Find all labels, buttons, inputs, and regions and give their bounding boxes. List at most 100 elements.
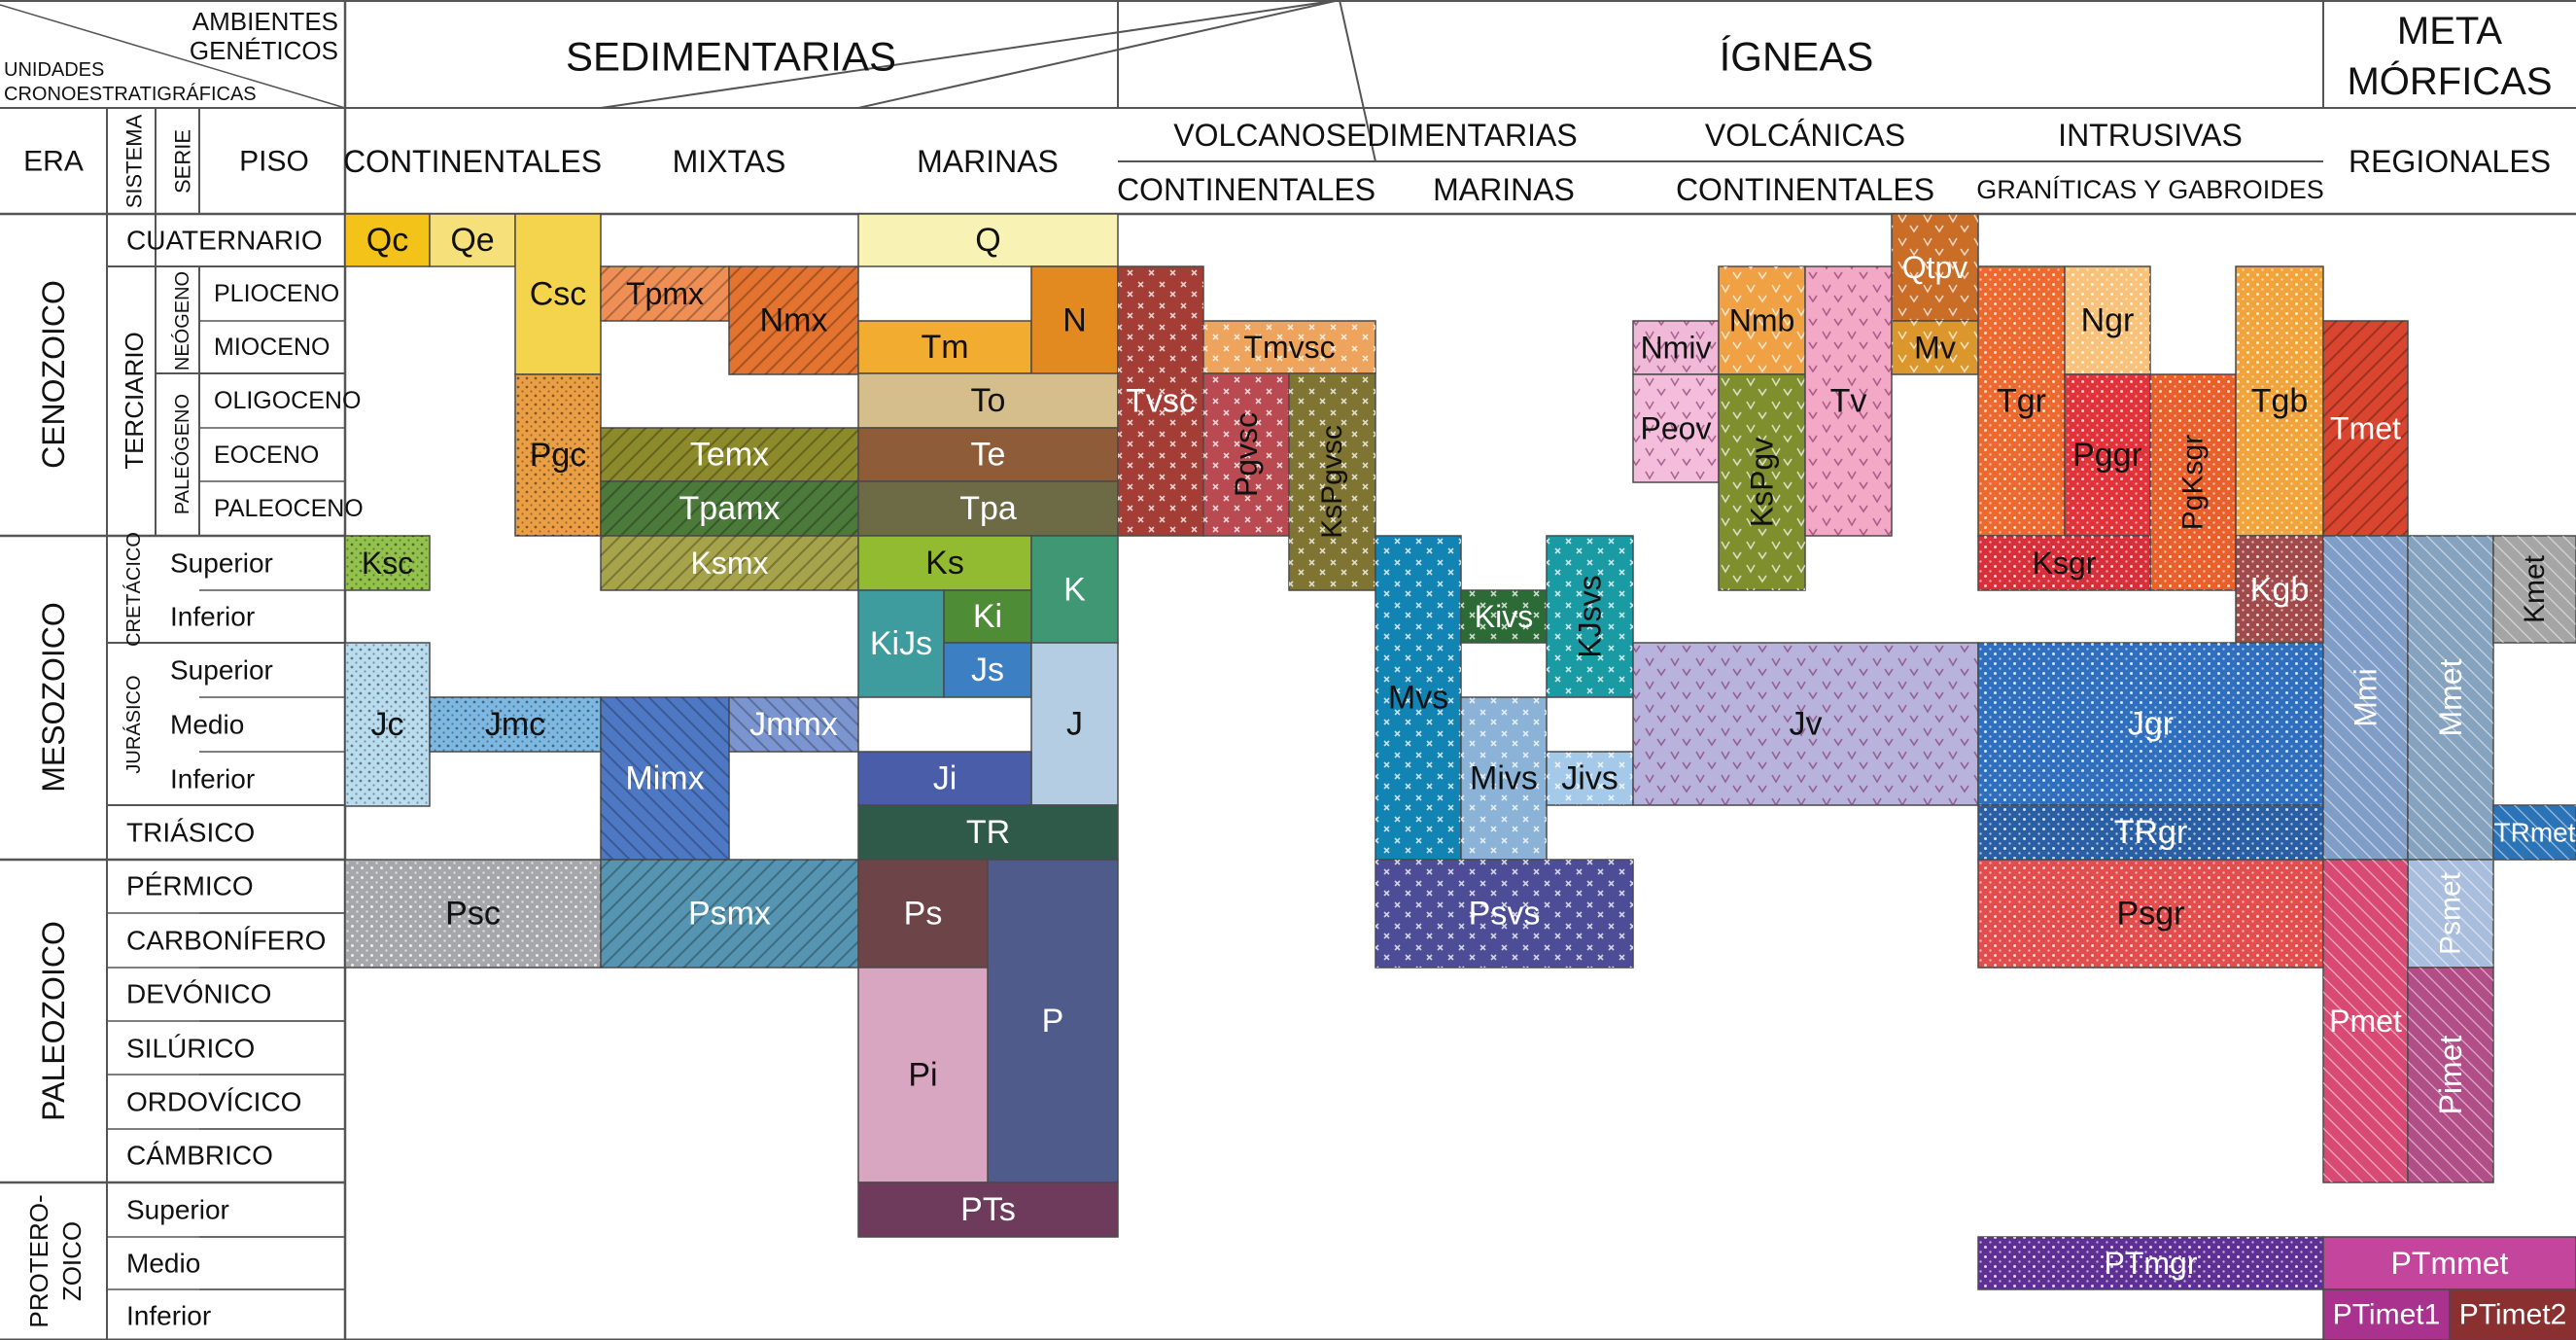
unit-mmi: Mmi xyxy=(2322,535,2409,861)
unit-kjsvs: KJsvs xyxy=(1546,535,1634,698)
unit-label: PTmmet xyxy=(2391,1246,2509,1281)
unit-pattern xyxy=(1547,752,1633,805)
unit-pattern xyxy=(1978,536,2150,590)
unit-pattern xyxy=(1375,860,1633,968)
unit-pattern xyxy=(2065,266,2150,374)
unit-label: Tmet xyxy=(2330,411,2401,446)
unit-tr: TR xyxy=(857,804,1119,861)
unit-label: Qc xyxy=(366,222,408,259)
unit-label: Temx xyxy=(690,437,769,474)
unit-peov: Peov xyxy=(1632,373,1720,483)
unit-label: Ksc xyxy=(362,546,413,581)
unit-tvsc: Tvsc xyxy=(1117,265,1204,537)
stage-label: Medio xyxy=(170,710,244,740)
unit-fill xyxy=(987,859,1119,1183)
stage-label: PLIOCENO xyxy=(214,280,339,307)
unit-label: Qe xyxy=(450,222,494,259)
stage-label: SILÚRICO xyxy=(126,1034,255,1064)
unit-mivs: Mivs xyxy=(1460,696,1548,861)
stage-label: PALEOCENO xyxy=(214,495,364,522)
serie-column-header: SERIE xyxy=(171,129,195,194)
unit-pattern xyxy=(601,536,858,590)
2 xyxy=(600,0,1340,109)
unit-tgb: Tgb xyxy=(2235,265,2324,537)
unit-jc: Jc xyxy=(344,642,431,807)
unit-pattern xyxy=(2493,805,2576,860)
unit-pattern xyxy=(1633,374,1719,482)
system-terciario: TERCIARIO xyxy=(120,332,149,470)
subgroup-vs-continentales: CONTINENTALES xyxy=(1117,172,1375,207)
unit-label: P xyxy=(1042,1003,1064,1040)
unit-label: Jivs xyxy=(1561,760,1619,797)
unit-psmet: Psmet xyxy=(2407,859,2494,969)
subgroup-vs-marinas: MARINAS xyxy=(1433,172,1575,207)
unit-label: Pmet xyxy=(2329,1004,2402,1039)
stage-label: Inferior xyxy=(126,1301,211,1331)
subgroup-continentales: CONTINENTALES xyxy=(343,144,602,179)
unit-psmx: Psmx xyxy=(600,859,859,969)
piso-column-header: PISO xyxy=(239,146,309,178)
unit-label: Tmvsc xyxy=(1243,330,1335,365)
unit-label: Nmx xyxy=(760,302,828,339)
unit-qe: Qe xyxy=(429,213,516,267)
unit-j: J xyxy=(1030,642,1119,806)
unit-nmiv: Nmiv xyxy=(1632,320,1720,375)
unit-fill xyxy=(857,859,989,969)
unit-label: PTimet2 xyxy=(2459,1299,2567,1331)
unit-pattern xyxy=(2408,860,2493,968)
stage-label: Inferior xyxy=(170,764,255,794)
unit-pimet: Pimet xyxy=(2407,967,2494,1183)
unit-label: TRgr xyxy=(2114,814,2188,851)
unit-label: Mmet xyxy=(2433,658,2468,736)
unit-pattern xyxy=(729,697,858,752)
unit-label: Jmc xyxy=(485,706,545,743)
unit-label: K xyxy=(1063,572,1086,609)
unit-nmx: Nmx xyxy=(728,265,859,375)
unit-pattern xyxy=(1547,536,1633,697)
unit-pattern xyxy=(1633,321,1719,374)
unit-tpa: Tpa xyxy=(857,480,1119,537)
unit-pattern xyxy=(1805,266,1892,536)
unit-mvs: Mvs xyxy=(1375,535,1462,861)
unit-label: Tm xyxy=(921,329,968,366)
unit-fill xyxy=(857,804,1119,861)
unit-kmet: Kmet xyxy=(2492,535,2576,644)
unit-label: Pgc xyxy=(530,437,587,474)
unit-trmet: TRmet xyxy=(2492,804,2576,861)
serie-paleogeno: PALEÓGENO xyxy=(171,394,193,514)
unit-psc: Psc xyxy=(344,859,602,969)
unit-fill xyxy=(857,213,1119,267)
corner-diagonal xyxy=(0,4,346,109)
unit-fill xyxy=(344,213,431,267)
unit-n: N xyxy=(1030,265,1119,375)
unit-pattern xyxy=(2408,536,2493,860)
group-metamorficas: MÓRFICAS xyxy=(2347,59,2552,103)
unit-label: To xyxy=(971,382,1006,419)
unit-ksmx: Ksmx xyxy=(600,535,859,591)
stage-label: MIOCENO xyxy=(214,334,330,361)
unit-label: TRmet xyxy=(2494,818,2576,848)
unit-pattern xyxy=(430,697,601,752)
unit-pattern xyxy=(1633,643,1978,805)
unit-pts: PTs xyxy=(857,1181,1119,1238)
unit-tgr: Tgr xyxy=(1977,265,2066,537)
unit-pattern xyxy=(1892,321,1978,374)
unit-q: Q xyxy=(857,213,1119,267)
unit-pattern xyxy=(1375,536,1461,860)
unit-label: Ngr xyxy=(2081,302,2135,339)
subgroup-regionales: REGIONALES xyxy=(2349,144,2551,179)
unit-pattern xyxy=(1719,266,1805,374)
stage-label: Superior xyxy=(126,1195,229,1225)
stage-label: CARBONÍFERO xyxy=(126,926,326,956)
unit-kijs: KiJs xyxy=(857,589,945,698)
unit-fill xyxy=(857,967,989,1183)
unit-label: KJsvs xyxy=(1573,575,1608,657)
unit-label: Tv xyxy=(1830,383,1867,420)
subgroup-mixtas: MIXTAS xyxy=(673,144,786,179)
unit-pgksgr: PgKsgr xyxy=(2149,373,2237,591)
unit-fill xyxy=(857,480,1119,537)
unit-kgb: Kgb xyxy=(2235,535,2324,645)
unit-fill xyxy=(857,1181,1119,1238)
unit-fill xyxy=(514,213,602,375)
